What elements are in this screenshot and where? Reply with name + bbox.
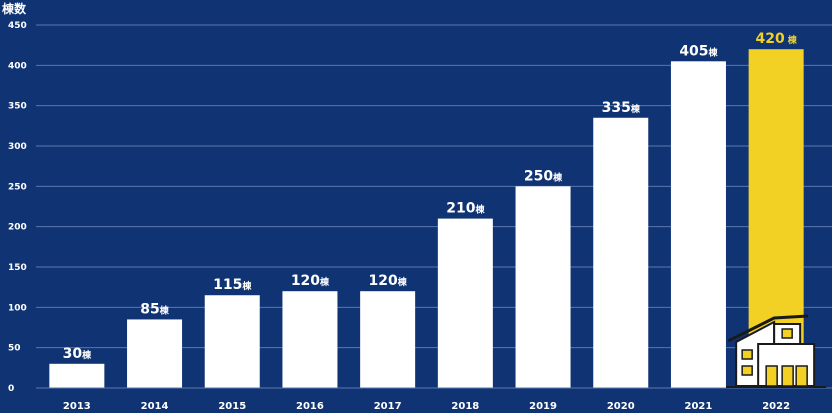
x-tick-label: 2016 — [296, 401, 324, 412]
x-tick-label: 2015 — [218, 401, 246, 412]
y-tick-label: 100 — [8, 303, 27, 313]
bar-value-label: 115棟 — [213, 277, 252, 293]
bar-value-label: 250棟 — [524, 168, 563, 184]
bar-value-label: 210棟 — [446, 201, 485, 217]
y-tick-label: 50 — [8, 344, 21, 354]
x-tick-label: 2022 — [762, 401, 790, 412]
y-axis-title: 棟数 — [2, 2, 27, 16]
x-tick-label: 2018 — [451, 401, 479, 412]
y-tick-label: 150 — [8, 263, 27, 273]
y-tick-label: 200 — [8, 223, 27, 233]
x-tick-label: 2013 — [63, 401, 91, 412]
bar-value-label: 405棟 — [679, 43, 718, 59]
x-tick-label: 2017 — [374, 401, 402, 412]
bar — [515, 186, 571, 388]
bar-value-label: 120棟 — [369, 273, 408, 289]
y-tick-label: 350 — [8, 102, 27, 112]
y-tick-label: 0 — [8, 384, 14, 394]
bar — [593, 117, 649, 389]
y-tick-label: 250 — [8, 182, 27, 192]
bar-value-label: 420 棟 — [756, 31, 798, 47]
bar — [437, 218, 493, 388]
bar-value-label: 85棟 — [140, 301, 169, 317]
y-tick-label: 450 — [8, 21, 27, 31]
y-tick-label: 400 — [8, 61, 27, 71]
bar — [360, 291, 416, 388]
bar-value-label: 120棟 — [291, 273, 330, 289]
x-tick-label: 2019 — [529, 401, 557, 412]
bar-value-label: 335棟 — [602, 100, 641, 116]
bar — [670, 61, 726, 389]
house-icon — [726, 314, 827, 388]
bar — [282, 291, 338, 388]
bar — [127, 319, 183, 388]
x-tick-label: 2020 — [607, 401, 635, 412]
x-tick-label: 2014 — [141, 401, 169, 412]
y-tick-label: 300 — [8, 142, 27, 152]
bar — [49, 363, 105, 388]
x-tick-label: 2021 — [685, 401, 713, 412]
bar — [204, 295, 260, 388]
bar-value-label: 30棟 — [63, 346, 92, 362]
